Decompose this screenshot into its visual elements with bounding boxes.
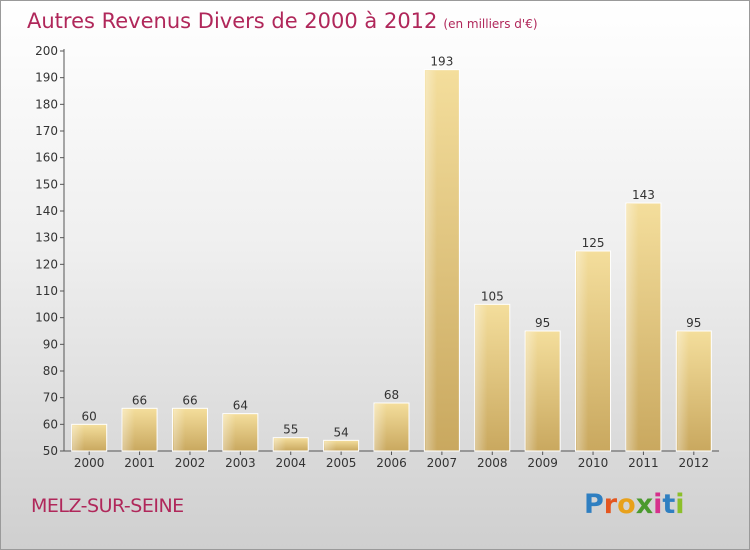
bar-highlight (475, 305, 488, 451)
y-tick-label: 140 (35, 204, 58, 218)
y-tick-label: 160 (35, 151, 58, 165)
y-tick-label: 150 (35, 177, 58, 191)
data-label: 193 (430, 55, 453, 69)
data-label: 64 (233, 399, 248, 413)
data-label: 95 (535, 316, 550, 330)
y-tick-label: 60 (43, 417, 58, 431)
y-tick-label: 80 (43, 364, 58, 378)
data-label: 66 (182, 393, 197, 407)
bar-highlight (677, 332, 689, 451)
data-label: 68 (384, 388, 399, 402)
logo-letter: P (584, 489, 604, 520)
x-tick-label: 2000 (74, 456, 105, 470)
logo-letter: r (603, 489, 618, 520)
x-tick-label: 2011 (628, 456, 659, 470)
x-tick-label: 2009 (527, 456, 558, 470)
axes: 50 60 70 80 90 100 110 120 130 140 150 160 170 180 190… (35, 44, 719, 470)
data-label: 143 (632, 188, 655, 202)
bars (71, 69, 712, 452)
bar-highlight (223, 414, 236, 451)
bar-highlight (626, 204, 639, 451)
y-tick-label: 180 (35, 97, 58, 111)
bar-highlight (123, 409, 135, 451)
y-tick-label: 50 (43, 444, 58, 458)
bar-highlight (526, 332, 538, 451)
y-tick-label: 120 (35, 257, 58, 271)
y-tick-label: 90 (43, 337, 58, 351)
x-tick-label: 2001 (124, 456, 155, 470)
x-tick-label: 2003 (225, 456, 256, 470)
y-tick-label: 170 (35, 124, 58, 138)
y-tick-label: 190 (35, 71, 58, 85)
bar-highlight (274, 438, 286, 451)
bar (323, 439, 360, 452)
bar-highlight (173, 409, 186, 451)
chart-title-text: Autres Revenus Divers de 2000 à 2012 (27, 9, 438, 33)
x-tick-label: 2012 (679, 456, 710, 470)
y-tick-label: 200 (35, 44, 58, 58)
x-tick-label: 2005 (326, 456, 357, 470)
data-label: 125 (582, 236, 605, 250)
y-tick-label: 130 (35, 231, 58, 245)
x-tick-label: 2008 (477, 456, 508, 470)
data-label: 54 (333, 425, 348, 439)
value-labels: 60 66 66 64 55 54 68 193 105 95 125 143 95 (82, 55, 702, 440)
logo-letter: x (635, 489, 654, 520)
y-tick-label: 100 (35, 311, 58, 325)
proxiti-logo[interactable]: Proxiti (584, 489, 685, 520)
chart-subtitle: (en milliers d'€) (443, 17, 538, 31)
data-label: 95 (686, 316, 701, 330)
logo-letter: t (662, 489, 676, 520)
x-tick-label: 2006 (376, 456, 407, 470)
bar-highlight (576, 252, 589, 451)
data-label: 66 (132, 393, 147, 407)
bar-highlight (324, 441, 337, 451)
x-tick-label: 2004 (275, 456, 306, 470)
bar-highlight (375, 404, 387, 451)
logo-letter: i (675, 489, 685, 520)
data-label: 55 (283, 423, 298, 437)
x-tick-label: 2010 (578, 456, 609, 470)
data-label: 105 (481, 289, 504, 303)
y-tick-label: 110 (35, 284, 58, 298)
bar-highlight (425, 70, 438, 452)
logo-letter: o (617, 489, 636, 520)
logo-letter: i (653, 489, 663, 520)
bar-highlight (72, 425, 85, 451)
y-tick-label: 70 (43, 391, 58, 405)
commune-name: MELZ-SUR-SEINE (31, 495, 184, 517)
x-tick-label: 2007 (427, 456, 458, 470)
data-label: 60 (82, 409, 97, 423)
x-tick-label: 2002 (175, 456, 206, 470)
chart-title: Autres Revenus Divers de 2000 à 2012 (en … (27, 9, 538, 33)
